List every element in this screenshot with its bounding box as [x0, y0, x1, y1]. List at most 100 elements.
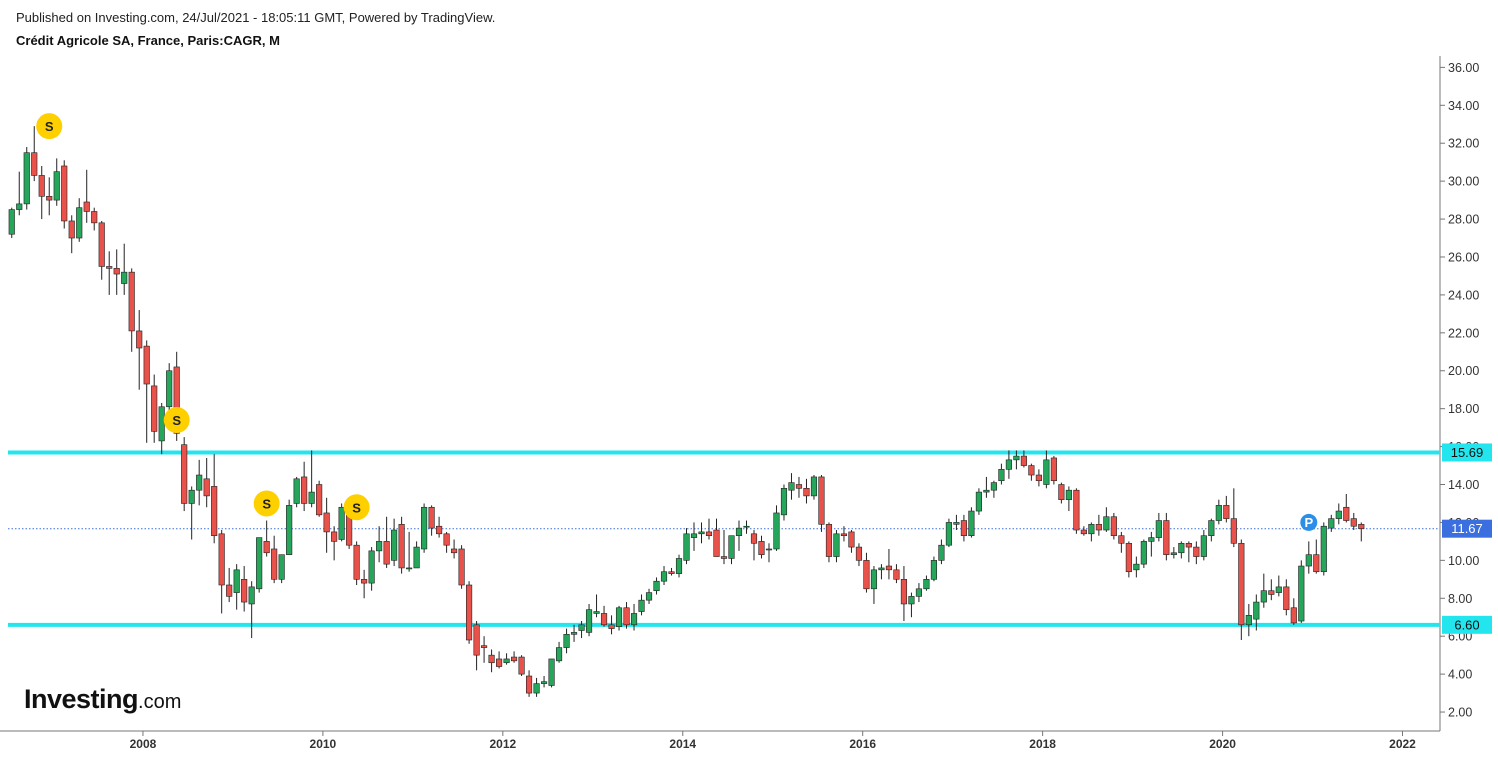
- candle: [1148, 531, 1155, 557]
- candle-body-down: [113, 268, 120, 275]
- candle-body-up: [998, 469, 1005, 482]
- candle-body-down: [203, 478, 210, 497]
- candle: [885, 548, 893, 580]
- candle-body-up: [391, 529, 398, 561]
- candle: [600, 605, 608, 627]
- candle: [848, 530, 855, 553]
- candle: [188, 486, 195, 540]
- x-tick-label: 2008: [130, 737, 157, 751]
- candle-body-up: [765, 548, 773, 551]
- candle-body-up: [1335, 510, 1342, 519]
- candle: [1185, 541, 1192, 563]
- candle-body-up: [308, 491, 315, 504]
- candle-body-down: [98, 222, 105, 267]
- candle: [1253, 594, 1260, 631]
- candle: [1080, 526, 1087, 536]
- candle-body-up: [735, 527, 743, 537]
- candle-body-down: [518, 656, 525, 675]
- candle: [263, 520, 270, 557]
- level-tag: [1442, 443, 1492, 462]
- candle: [203, 457, 210, 508]
- candle-body-down: [143, 345, 150, 385]
- candle: [555, 641, 563, 663]
- candle: [428, 505, 435, 536]
- candle-body-down: [331, 531, 338, 542]
- candle: [128, 268, 135, 352]
- candle-body-down: [720, 556, 728, 559]
- candle-body-up: [540, 681, 548, 684]
- candle: [563, 628, 570, 654]
- candle: [331, 526, 338, 561]
- candle: [975, 488, 982, 515]
- candle: [16, 171, 23, 216]
- candle-body-up: [990, 482, 997, 491]
- candle: [1260, 573, 1267, 608]
- candle-body-up: [915, 588, 923, 597]
- candle: [353, 541, 360, 586]
- candle-body-down: [1035, 474, 1042, 482]
- candle: [301, 461, 308, 512]
- candle-body-down: [353, 544, 360, 580]
- candle-body-up: [278, 554, 285, 580]
- marker-s: [163, 407, 190, 434]
- candle: [818, 475, 825, 532]
- candle-body-down: [316, 484, 323, 516]
- candle-body-up: [675, 558, 683, 574]
- candle-body-up: [908, 596, 915, 605]
- candle: [83, 169, 90, 223]
- candle-body-down: [181, 444, 188, 504]
- candle: [106, 251, 113, 295]
- candle-body-up: [953, 522, 960, 525]
- candle: [758, 535, 765, 559]
- candle-body-up: [293, 478, 300, 504]
- candle-body-up: [810, 476, 818, 497]
- candle: [23, 147, 30, 210]
- candle: [1155, 512, 1162, 542]
- candle-body-down: [1118, 535, 1125, 544]
- candle-body-down: [1358, 524, 1365, 529]
- candle-body-up: [645, 592, 653, 601]
- candle-body-up: [158, 406, 165, 442]
- candle: [1350, 512, 1357, 531]
- x-tick-label: 2020: [1209, 737, 1236, 751]
- candle: [1320, 522, 1327, 576]
- marker-p: [1300, 513, 1318, 531]
- candle: [900, 566, 908, 622]
- y-tick-label: 22.00: [1448, 326, 1479, 340]
- candle-body-up: [1208, 520, 1215, 537]
- candle-body-down: [1290, 607, 1297, 624]
- candle: [1073, 488, 1080, 534]
- candle: [31, 126, 38, 182]
- candle: [735, 520, 743, 551]
- candle: [593, 594, 600, 618]
- candle-body-up: [683, 533, 690, 561]
- candle-body-up: [248, 586, 255, 605]
- candle: [878, 564, 885, 580]
- level-tag-label: 15.69: [1451, 445, 1484, 460]
- candle-body-down: [900, 579, 908, 605]
- candle-body-down: [31, 152, 38, 176]
- candle: [938, 539, 945, 565]
- candle-body-down: [488, 654, 495, 664]
- candle-body-down: [1343, 506, 1350, 521]
- marker-label: S: [352, 500, 361, 515]
- candle: [698, 522, 705, 544]
- candle-body-up: [1005, 459, 1012, 470]
- candle: [780, 484, 788, 521]
- x-tick-label: 2022: [1389, 737, 1416, 751]
- candle: [795, 476, 803, 498]
- candle-body-up: [1065, 489, 1072, 500]
- horizontal-levels: [8, 450, 1440, 627]
- candle: [1305, 541, 1312, 574]
- candle: [1125, 541, 1132, 578]
- candle: [473, 621, 480, 671]
- candle-body-down: [436, 525, 443, 535]
- candle: [960, 514, 967, 542]
- candle: [990, 480, 997, 498]
- candle-body-up: [1200, 535, 1207, 557]
- candle-body-down: [885, 565, 893, 571]
- candle-body-up: [196, 474, 203, 491]
- candle: [458, 545, 465, 589]
- x-axis: 2008 2010 2012 2014 2016 2018 2020 2022: [130, 731, 1416, 751]
